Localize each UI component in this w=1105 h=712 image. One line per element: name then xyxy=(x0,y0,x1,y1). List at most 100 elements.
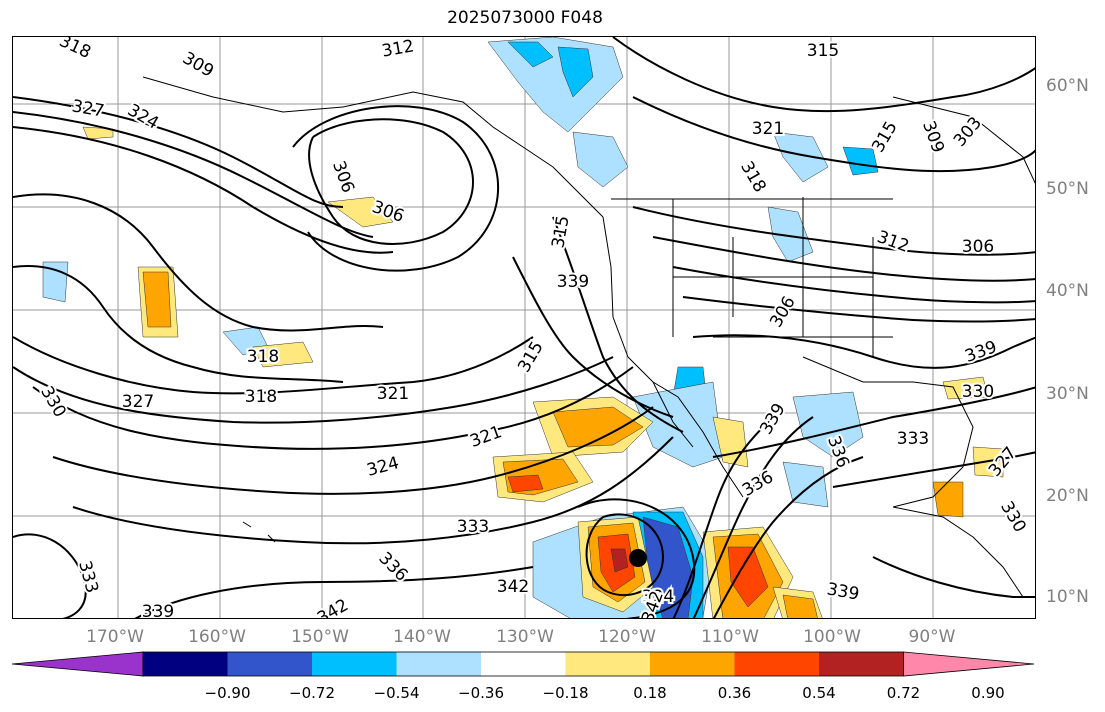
colorbar-bin xyxy=(819,652,904,676)
contour-label: 330 xyxy=(36,383,70,421)
contour-label: 318 xyxy=(736,158,770,196)
contour-label: 306 xyxy=(328,158,358,195)
colorbar-bin xyxy=(143,652,228,676)
contour-label: 324 xyxy=(642,587,674,607)
latitude-label: 40°N xyxy=(1046,281,1089,301)
colorbar-extend-min xyxy=(11,651,144,677)
baja xyxy=(652,381,694,448)
orange-patch-se xyxy=(782,594,818,618)
contour-label: 333 xyxy=(457,517,489,537)
red-patch-tc-e xyxy=(727,546,769,608)
contour-label: 342 xyxy=(314,595,352,619)
contour-label: 339 xyxy=(142,602,174,619)
yellow-patch-318 xyxy=(252,341,314,368)
contour-label: 327 xyxy=(122,392,154,412)
contour-label: 312 xyxy=(874,227,911,257)
contour-label: 306 xyxy=(766,293,800,331)
colorbar-bin xyxy=(396,652,482,676)
blue-patch-ak xyxy=(572,131,629,188)
colorbar-tick-label: −0.54 xyxy=(373,684,420,702)
contour-label: 315 xyxy=(807,41,839,61)
east-canada xyxy=(892,96,1035,184)
gulf-coast xyxy=(802,356,974,508)
blue-patch-north xyxy=(487,37,624,133)
longitude-label: 120°W xyxy=(598,627,656,647)
contour-label: 327 xyxy=(70,96,105,121)
latitude-label: 10°N xyxy=(1046,587,1089,607)
blue-patch-hudson xyxy=(842,146,879,176)
colorbar-extend-max xyxy=(903,651,1035,677)
colorbar-tick-label: −0.36 xyxy=(458,684,504,702)
blue-patch-canada xyxy=(772,131,829,183)
contour-label: 342 xyxy=(497,577,529,597)
colorbar-tick-label: 0.72 xyxy=(886,684,921,702)
colorbar-tick-label: 0.54 xyxy=(802,684,836,702)
contour-label: 303 xyxy=(950,113,986,151)
colorbar-bin xyxy=(312,652,397,676)
contour-label: 321 xyxy=(467,422,504,452)
contour-label: 318 xyxy=(247,347,279,367)
contour-label: 309 xyxy=(179,48,217,82)
contour-label: 321 xyxy=(377,384,409,404)
longitude-label: 140°W xyxy=(393,627,451,647)
longitude-label: 150°W xyxy=(291,627,349,647)
longitude-label: 160°W xyxy=(188,627,246,647)
longitude-label: 110°W xyxy=(701,627,759,647)
colorbar-outline xyxy=(142,651,904,677)
contour-label: 339 xyxy=(557,272,589,292)
yellow-patch-gulf xyxy=(942,376,989,400)
colorbar-bin xyxy=(734,652,820,676)
contour-lines xyxy=(13,37,1035,618)
longitude-label: 130°W xyxy=(496,627,554,647)
yellow-patch-ak xyxy=(327,196,394,228)
contour-label: 330 xyxy=(962,382,994,402)
blue-patch-mex xyxy=(632,381,724,468)
contour-label: 321 xyxy=(752,119,784,139)
orange-patch-mid xyxy=(142,271,172,328)
contour-label: 324 xyxy=(124,100,162,134)
colorbar-tick-label: −0.72 xyxy=(289,684,335,702)
shading-layer xyxy=(42,37,1004,618)
graticule xyxy=(13,37,1035,618)
latitude-label: 30°N xyxy=(1046,384,1089,404)
colorbar-tick-label: −0.90 xyxy=(204,684,251,702)
contour-label: 333 xyxy=(74,559,102,596)
colorbar-bin xyxy=(481,652,566,676)
cyan-patch-north xyxy=(507,41,594,98)
colorbar xyxy=(11,651,1035,677)
contour-label: 309 xyxy=(918,118,948,155)
longitude-label: 90°W xyxy=(908,627,956,647)
blue-patch-tex xyxy=(792,391,864,458)
colorbar-bin xyxy=(650,652,735,676)
contour-label: 318 xyxy=(56,37,94,63)
contour-label: 312 xyxy=(380,37,415,62)
dkred-patch-tc-w xyxy=(610,548,629,573)
colorbar-swatches xyxy=(11,651,1035,677)
contour-label: 333 xyxy=(897,429,929,449)
orange-patch-baja xyxy=(552,406,644,448)
map-canvas: 312 315 309 318 327 324 321 315 306 306 309 318 315 3… xyxy=(13,37,1035,619)
red-patch-band xyxy=(507,474,544,493)
plot-title: 2025073000 F048 xyxy=(447,8,603,28)
colorbar-tick-label: −0.18 xyxy=(542,684,589,702)
colorbar-tick-label: 0.18 xyxy=(633,684,667,702)
alaska-coast xyxy=(142,76,604,218)
contour-label: 306 xyxy=(962,237,994,257)
longitude-label: 170°W xyxy=(86,627,144,647)
contour-label: 339 xyxy=(962,337,999,367)
central-america xyxy=(892,506,1024,598)
latitude-label: 60°N xyxy=(1046,76,1089,96)
longitude-label: 100°W xyxy=(803,627,861,647)
contour-label: 318 xyxy=(245,387,277,407)
storm-center-marker xyxy=(629,549,647,567)
contour-label: 324 xyxy=(365,453,402,481)
orange-patch-carib xyxy=(932,481,964,518)
latitude-label: 50°N xyxy=(1046,179,1089,199)
map-panel: 312 315 309 318 327 324 321 315 306 306 309 318 315 3… xyxy=(12,36,1036,619)
colorbar-bin xyxy=(565,652,651,676)
blue-patch-se xyxy=(782,461,829,508)
blue-patch-wc xyxy=(767,206,814,263)
contour-label: 336 xyxy=(739,467,777,501)
contour-label: 315 xyxy=(514,338,548,376)
contour-label: 315 xyxy=(548,214,573,249)
